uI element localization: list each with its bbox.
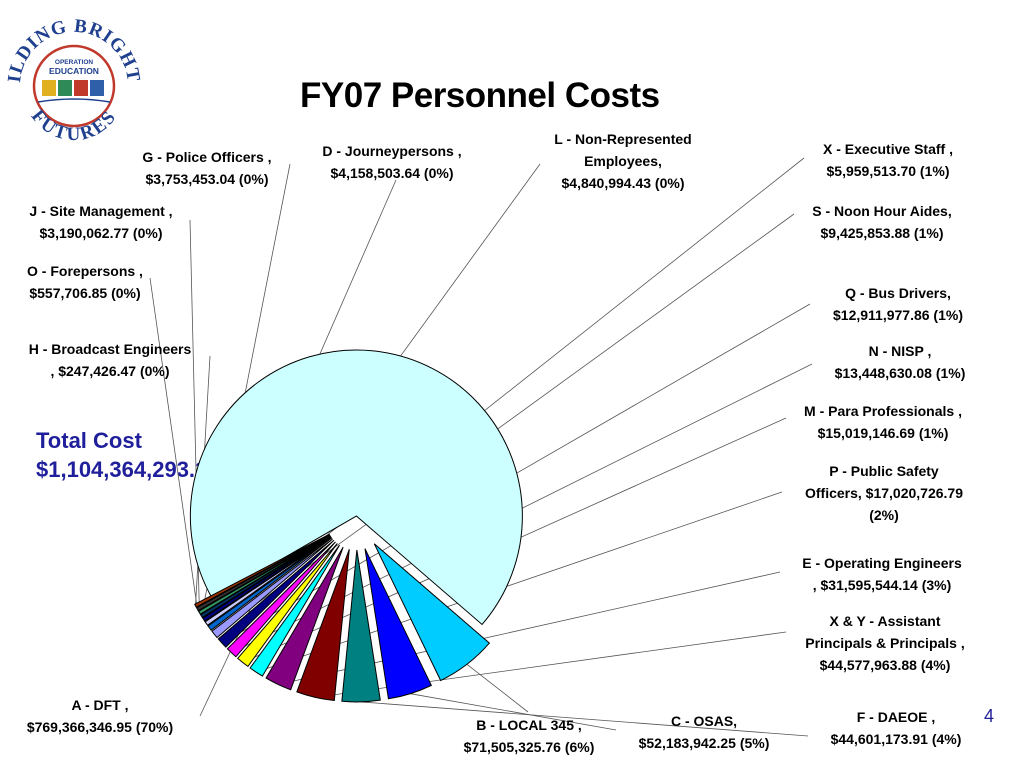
pie-slice-l: [204, 536, 332, 626]
logo-center-line1: OPERATION: [55, 59, 93, 66]
logo-block-icon: [42, 80, 56, 96]
slice-label-h: H - Broadcast Engineers , $247,426.47 (0%…: [8, 338, 212, 382]
slice-label-line: $44,601,173.91 (4%): [830, 731, 962, 747]
slice-label-line: $557,706.85 (0%): [29, 285, 141, 301]
leader-line-f: [361, 701, 809, 737]
slice-label-line: S - Noon Hour Aides,: [812, 203, 952, 219]
slice-label-line: $3,753,453.04 (0%): [145, 171, 269, 187]
slice-label-line: O - Forepersons ,: [27, 263, 143, 279]
pie-slice-e: [265, 546, 344, 691]
pie-slice-m: [237, 543, 338, 668]
pie-slice-x: [207, 537, 333, 631]
logo-block-icon: [90, 80, 104, 96]
slice-label-o: O - Forepersons , $557,706.85 (0%): [8, 260, 162, 304]
slice-label-line: $15,019,146.69 (1%): [817, 425, 949, 441]
slice-label-line: E - Operating Engineers: [802, 555, 962, 571]
pie-slices: [189, 349, 523, 703]
total-cost-label: Total Cost: [36, 428, 142, 453]
slice-label-line: $71,505,325.76 (6%): [463, 739, 595, 755]
slice-label-line: M - Para Professionals ,: [804, 403, 962, 419]
slice-label-d: D - Journeypersons , $4,158,503.64 (0%): [308, 140, 476, 184]
slice-label-x: X - Executive Staff , $5,959,513.70 (1%): [806, 138, 970, 182]
slice-label-line: N - NISP ,: [868, 343, 932, 359]
slice-label-line: , $247,426.47 (0%): [50, 363, 170, 379]
slice-label-line: $52,183,942.25 (5%): [638, 735, 770, 751]
slice-label-line: $4,158,503.64 (0%): [330, 165, 454, 181]
slice-label-e: E - Operating Engineers , $31,595,544.14 …: [784, 552, 980, 596]
slice-label-line: $13,448,630.08 (1%): [834, 365, 966, 381]
total-cost: Total Cost $1,104,364,293.11: [36, 426, 218, 484]
pie-slice-h: [194, 533, 330, 608]
pie-slice-j: [197, 534, 331, 615]
slice-label-line: Employees,: [584, 153, 662, 169]
pie-slice-s: [211, 538, 333, 639]
slice-label-line: Q - Bus Drivers,: [845, 285, 951, 301]
slice-label-line: $3,190,062.77 (0%): [39, 225, 163, 241]
pie-slice-a: [189, 349, 523, 626]
building-brighter-futures-logo: BUILDING BRIGHTER FUTURES OPERATION EDUC…: [6, 4, 142, 145]
slice-label-line: Officers, $17,020,726.79: [804, 485, 963, 501]
slice-label-line: B - LOCAL 345 ,: [476, 717, 582, 733]
leader-line-p: [256, 491, 783, 673]
slice-label-line: (2%): [869, 507, 899, 523]
slice-label-c: C - OSAS, $52,183,942.25 (5%): [620, 710, 788, 754]
slice-label-line: $4,840,994.43 (0%): [561, 175, 685, 191]
pie-slice-p: [249, 544, 340, 677]
slice-label-line: $12,911,977.86 (1%): [833, 307, 963, 323]
slice-label-j: J - Site Management , $3,190,062.77 (0%): [14, 200, 188, 244]
leader-line-b: [466, 663, 529, 713]
slice-label-line: A - DFT ,: [71, 697, 129, 713]
slice-label-line: X & Y - Assistant: [829, 613, 941, 629]
slice-label-b: B - LOCAL 345 , $71,505,325.76 (6%): [444, 714, 614, 758]
pie-slice-c: [364, 548, 433, 700]
slice-label-line: J - Site Management ,: [29, 203, 173, 219]
slice-label-line: P - Public Safety: [829, 463, 939, 479]
pie-slice-g: [199, 535, 331, 619]
pie-slice-o: [195, 534, 331, 612]
leader-line-c: [410, 693, 617, 731]
slice-label-line: $769,366,346.95 (70%): [26, 719, 174, 735]
slice-label-line: $44,577,963.88 (4%): [819, 657, 951, 673]
slice-label-f: F - DAEOE , $44,601,173.91 (4%): [812, 706, 980, 750]
page-title: FY07 Personnel Costs: [300, 76, 660, 115]
slice-label-line: L - Non-Represented: [554, 131, 692, 147]
slice-label-m: M - Para Professionals , $15,019,146.69 (…: [788, 400, 978, 444]
leader-line-s: [214, 213, 795, 635]
slice-label-line: D - Journeypersons ,: [322, 143, 462, 159]
slice-label-line: C - OSAS,: [670, 713, 738, 729]
pie-slice-f: [341, 549, 381, 703]
logo-block-icon: [74, 80, 88, 96]
slice-label-n: N - NISP , $13,448,630.08 (1%): [814, 340, 986, 384]
slice-label-line: Principals & Principals ,: [805, 635, 965, 651]
slice-label-line: G - Police Officers ,: [142, 149, 272, 165]
slice-label-line: F - DAEOE ,: [856, 709, 936, 725]
total-cost-value: $1,104,364,293.11: [36, 457, 219, 482]
pie-slice-q: [217, 539, 335, 648]
slice-label-line: , $31,595,544.14 (3%): [812, 577, 952, 593]
slice-label-s: S - Noon Hour Aides, $9,425,853.88 (1%): [796, 200, 968, 244]
leader-line-o: [149, 277, 198, 610]
logo-block-icon: [58, 80, 72, 96]
pie-slice-b: [373, 543, 491, 682]
slice-label-l: L - Non-Represented Employees, $4,840,994.…: [536, 128, 710, 194]
slice-label-line: X - Executive Staff ,: [823, 141, 953, 157]
slice-label-q: Q - Bus Drivers, $12,911,977.86 (1%): [812, 282, 984, 326]
slice-label-a: A - DFT , $769,366,346.95 (70%): [8, 694, 192, 738]
slice-label-p: P - Public Safety Officers, $17,020,726.7…: [786, 460, 982, 526]
logo-center-line2: EDUCATION: [49, 66, 99, 76]
slice-label-line: H - Broadcast Engineers: [28, 341, 192, 357]
slice-label-line: $9,425,853.88 (1%): [820, 225, 944, 241]
pie-slice-xy: [296, 549, 350, 702]
pie-slice-d: [202, 536, 332, 622]
page-number: 4: [984, 706, 995, 726]
slice-label-xy: X & Y - Assistant Principals & Principals…: [790, 610, 980, 676]
slice-label-g: G - Police Officers , $3,753,453.04 (0%): [124, 146, 290, 190]
slice-label-line: $5,959,513.70 (1%): [826, 163, 950, 179]
pie-slice-n: [226, 541, 336, 658]
